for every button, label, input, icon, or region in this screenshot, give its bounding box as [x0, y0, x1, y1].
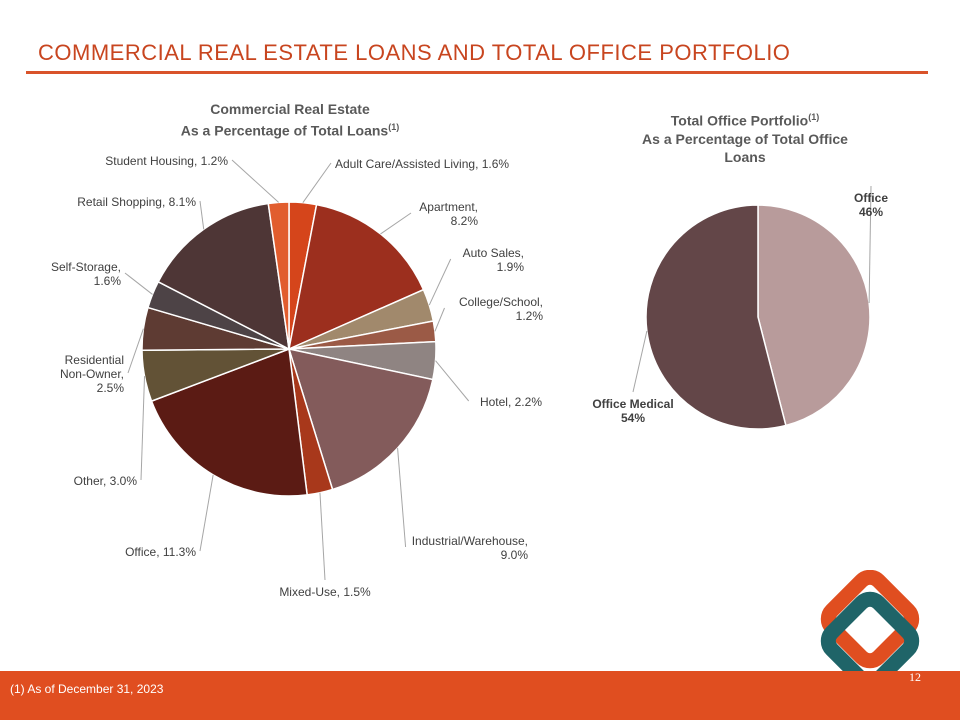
- chart2-title-line1: Total Office Portfolio: [670, 112, 809, 129]
- chart2-title-line3: Loans: [724, 148, 766, 165]
- pie2-slice-office: [757, 204, 871, 427]
- pie1-leader-line-mixed-use: [319, 492, 326, 581]
- pie2-slice-office-medical: [645, 204, 787, 430]
- chart2-title-footnote-ref: (1): [808, 112, 820, 122]
- pie1-slice-college-school: [288, 320, 437, 350]
- pie1-slice-hotel: [288, 340, 437, 381]
- pie1-data-label-retail-shopping: Retail Shopping, 8.1%: [77, 195, 196, 209]
- pie1-leader-line-student-housing: [231, 159, 279, 203]
- pie1-leader-line-college-school: [434, 307, 445, 332]
- chart1-title-line2: As a Percentage of Total Loans: [180, 122, 389, 139]
- pie1-slice-apartment: [287, 203, 425, 351]
- pie-chart-1: Adult Care/Assisted Living, 1.6% Apartmen…: [51, 154, 543, 599]
- pie2-data-label-office: Office 46%: [854, 191, 888, 219]
- pie1-leader-line-self-storage: [124, 272, 153, 295]
- pie1-data-label-mixed-use: Mixed-Use, 1.5%: [279, 585, 371, 599]
- pie1-leader-line-auto-sales: [428, 258, 452, 306]
- pie1-data-label-industrial-warehouse: Industrial/Warehouse, 9.0%: [412, 534, 529, 562]
- pie1-data-label-residential: Residential Non-Owner, 2.5%: [60, 353, 124, 395]
- title-divider: [26, 71, 928, 74]
- pie1-data-label-office: Office, 11.3%: [125, 545, 196, 559]
- pie1-leader-line-other: [140, 376, 146, 481]
- pie2-leader-line-office-medical: [632, 330, 648, 393]
- chart2-title: Total Office Portfolio(1) As a Percentag…: [600, 108, 890, 166]
- pie1-slice-retail-shopping: [157, 202, 290, 351]
- pie1-leader-line-apartment: [380, 212, 412, 235]
- chart1-title: Commercial Real Estate As a Percentage o…: [130, 100, 450, 140]
- pie1-slice-mixed-use: [288, 348, 334, 496]
- pie1-data-label-apartment: Apartment, 8.2%: [419, 200, 478, 228]
- pie1-slice-adult-care-assisted-living: [288, 201, 318, 350]
- pie1-slice-self-storage: [147, 280, 290, 350]
- chart1-title-footnote-ref: (1): [388, 122, 400, 132]
- pie1-leader-line-hotel: [435, 360, 470, 402]
- page-title: COMMERCIAL REAL ESTATE LOANS AND TOTAL O…: [38, 40, 791, 65]
- pie1-data-label-student-housing: Student Housing, 1.2%: [105, 154, 228, 168]
- pie-chart-2: Office 46% Office Medical 54%: [592, 185, 888, 430]
- footnote: (1) As of December 31, 2023: [10, 682, 164, 696]
- pie1-data-label-other: Other, 3.0%: [74, 474, 138, 488]
- company-logo: [820, 570, 920, 690]
- page-number: 12: [909, 670, 921, 684]
- pie2-leader-line-office: [868, 185, 872, 303]
- pie1-leader-line-retail-shopping: [199, 200, 205, 230]
- pie1-data-label-auto-sales: Auto Sales, 1.9%: [463, 246, 525, 274]
- footer-bar: [0, 671, 960, 720]
- pie1-data-label-self-storage: Self-Storage, 1.6%: [51, 260, 121, 288]
- chart2-title-line2: As a Percentage of Total Office: [642, 130, 848, 147]
- pie1-slice-student-housing: [267, 201, 290, 350]
- pie1-data-label-hotel: Hotel, 2.2%: [480, 395, 542, 409]
- pie1-slice-office: [150, 347, 308, 497]
- pie1-slice-industrial-warehouse: [287, 348, 434, 491]
- pie1-leader-line-office: [199, 474, 214, 552]
- chart1-title-line1: Commercial Real Estate: [210, 101, 370, 117]
- pie2-data-label-office-medical: Office Medical 54%: [592, 397, 673, 425]
- pie1-slice-residential: [141, 306, 290, 352]
- pie1-leader-line-residential: [127, 328, 144, 374]
- pie1-data-label-college-school: College/School, 1.2%: [459, 295, 543, 323]
- pie1-slice-other: [141, 348, 290, 403]
- pie1-leader-line-industrial-warehouse: [397, 448, 407, 548]
- pie1-slice-auto-sales: [288, 288, 435, 350]
- pie1-data-label-adult-care-assisted-living: Adult Care/Assisted Living, 1.6%: [335, 157, 509, 171]
- pie1-leader-line-adult-care-assisted-living: [302, 162, 332, 203]
